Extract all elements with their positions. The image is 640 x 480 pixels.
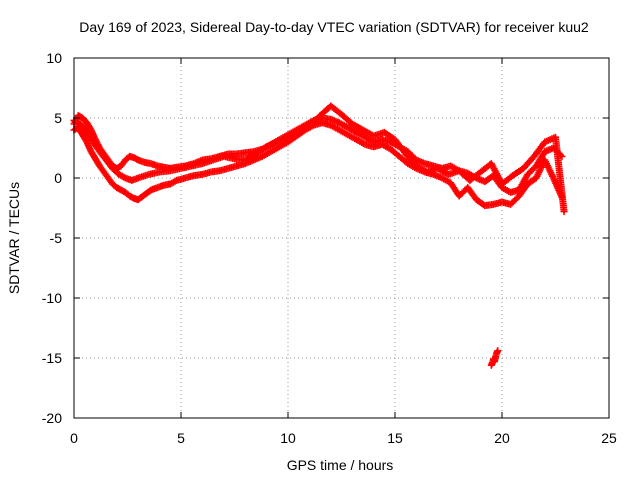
y-tick-label: 10 [46,50,62,66]
y-tick-label: -5 [50,230,63,246]
y-tick-label: 5 [54,110,62,126]
axis-ticks: 0 5 10 15 20 25 -20 -15 -10 -5 0 5 10 [42,50,617,446]
x-tick-label: 25 [601,430,617,446]
y-tick-label: 0 [54,170,62,186]
x-tick-label: 20 [494,430,510,446]
chart-title: Day 169 of 2023, Sidereal Day-to-day VTE… [79,19,589,35]
y-axis-label: SDTVAR / TECUs [6,182,22,294]
x-axis-label: GPS time / hours [287,457,394,473]
x-tick-label: 10 [280,430,296,446]
x-tick-label: 15 [387,430,403,446]
y-tick-label: -15 [42,350,62,366]
data-point [494,347,502,355]
data-points [70,102,568,369]
x-tick-label: 5 [177,430,185,446]
y-tick-label: -10 [42,290,62,306]
data-point [560,208,568,216]
grid-lines [74,58,609,418]
y-tick-label: -20 [42,410,62,426]
x-tick-label: 0 [70,430,78,446]
